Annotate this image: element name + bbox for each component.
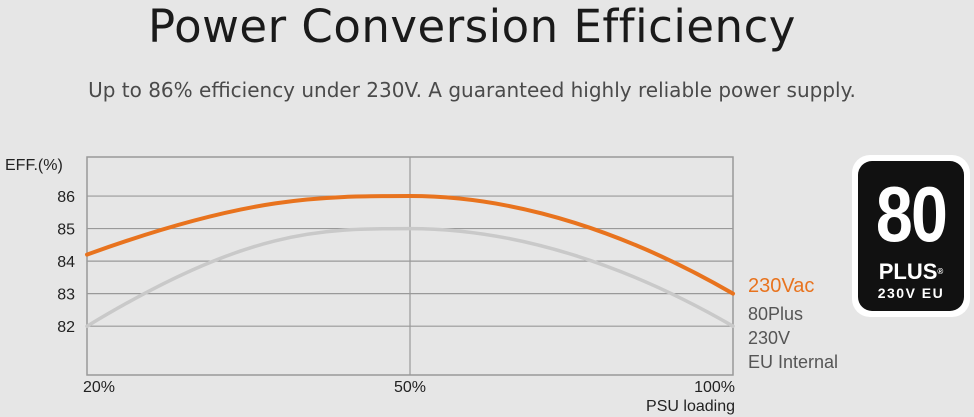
badge-plus-label: PLUS: [878, 259, 938, 284]
series-label-80plus: 230V: [748, 328, 790, 348]
page-subtitle: Up to 86% efficiency under 230V. A guara…: [88, 78, 856, 102]
badge-registered-mark: ®: [937, 267, 944, 276]
y-tick-label: 82: [57, 319, 75, 336]
badge-plus-text: PLUS®: [858, 260, 964, 284]
series-label-80plus: EU Internal: [748, 352, 838, 372]
series-label-80plus: 80Plus: [748, 304, 803, 324]
badge-number: 80: [875, 170, 948, 258]
badge-region-text: 230V EU: [877, 285, 945, 301]
x-axis-title: PSU loading: [646, 398, 735, 415]
y-axis-title: EFF.(%): [5, 157, 63, 174]
y-tick-label: 84: [57, 254, 75, 271]
page-title: Power Conversion Efficiency: [148, 0, 796, 53]
x-tick-label: 20%: [83, 379, 115, 396]
y-tick-label: 83: [57, 287, 75, 304]
80-plus-badge: 80 PLUS® 230V EU: [852, 155, 970, 317]
y-tick-label: 86: [57, 189, 75, 206]
x-tick-label: 100%: [694, 379, 735, 396]
x-tick-label: 50%: [394, 379, 426, 396]
series-label-230vac: 230Vac: [748, 275, 814, 297]
80-plus-badge-inner: 80 PLUS® 230V EU: [858, 161, 964, 311]
y-tick-label: 85: [57, 222, 75, 239]
